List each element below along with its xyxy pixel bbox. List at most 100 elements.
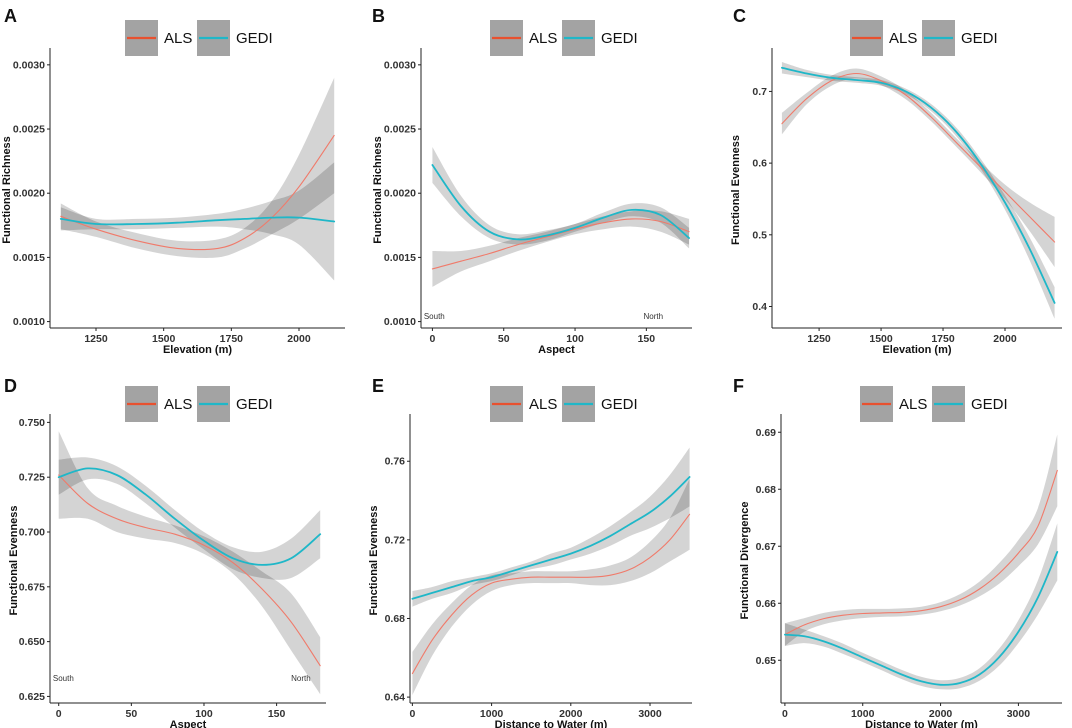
y-tick-label-b: 0.0020 (384, 188, 416, 200)
annotation-south-b: South (424, 312, 445, 321)
x-axis-title-c: Elevation (m) (882, 344, 951, 356)
x-tick-label-d: 0 (56, 708, 62, 720)
line-gedi-e (411, 476, 691, 600)
y-axis-title-e: Functional Evenness (368, 505, 380, 615)
x-tick-label-e: 0 (409, 708, 415, 720)
plot-area-a (59, 77, 336, 281)
legend-als-label: ALS (529, 396, 557, 413)
x-axis-title-b: Aspect (538, 344, 575, 356)
x-tick-label-a: 1500 (152, 333, 176, 345)
panel-letter-f: F (733, 376, 744, 396)
x-tick-label-d: 100 (195, 708, 213, 720)
x-axis-title-a: Elevation (m) (163, 344, 232, 356)
y-axis-title-d: Functional Evenness (8, 505, 20, 615)
x-tick-label-c: 2000 (993, 333, 1017, 345)
x-tick-label-a: 1750 (220, 333, 244, 345)
y-tick-label-c: 0.7 (752, 86, 767, 98)
panel-f: F 0.65 0.66 0.67 0.68 0.69 0 1000 2000 3000 Distan… (733, 376, 1062, 728)
y-tick-label-e: 0.72 (385, 534, 406, 546)
x-tick-label-f: 2000 (929, 708, 953, 720)
line-als-e (411, 513, 691, 675)
x-axis-title-d: Aspect (170, 719, 207, 728)
y-tick-label-b: 0.0010 (384, 316, 416, 328)
panel-letter-b: B (372, 6, 385, 26)
x-tick-label-d: 150 (268, 708, 286, 720)
ribbon-als-f (784, 434, 1058, 646)
y-tick-label-b: 0.0015 (384, 252, 416, 264)
y-tick-label-a: 0.0030 (13, 59, 45, 71)
panel-letter-e: E (372, 376, 384, 396)
x-axis-title-e: Distance to Water (m) (495, 719, 608, 728)
x-tick-label-c: 1250 (807, 333, 831, 345)
legend-als-label: ALS (889, 30, 917, 47)
line-als-a (60, 134, 335, 251)
line-als-f (784, 469, 1058, 636)
y-tick-label-d: 0.750 (19, 417, 45, 429)
legend-f: ALS GEDI (860, 386, 1008, 422)
ribbon-als-c (781, 68, 1055, 268)
panel-c: C 0.4 0.5 0.6 0.7 1250 1500 1750 2000 Elevation (… (730, 6, 1062, 356)
x-tick-label-c: 1500 (869, 333, 893, 345)
y-tick-label-d: 0.725 (19, 472, 45, 484)
y-tick-label-e: 0.76 (385, 456, 406, 468)
plot-area-b (431, 147, 690, 287)
x-tick-label-f: 3000 (1007, 708, 1031, 720)
legend-gedi-label: GEDI (236, 30, 273, 47)
x-tick-label-e: 2000 (559, 708, 583, 720)
y-tick-label-c: 0.5 (752, 229, 767, 241)
x-axis-title-f: Distance to Water (m) (865, 719, 978, 728)
y-tick-label-c: 0.4 (752, 301, 767, 313)
legend-als-label: ALS (529, 30, 557, 47)
ribbon-gedi-b (432, 147, 690, 249)
line-als-c (781, 72, 1056, 243)
y-tick-label-a: 0.0025 (13, 124, 45, 136)
panel-a: A 0.0010 0.0015 0.0020 0.0025 0.0030 1250 1500 1… (1, 6, 345, 356)
plot-area-f (784, 434, 1059, 690)
y-axis-title-f: Functional Divergence (739, 502, 751, 620)
y-tick-label-f: 0.65 (756, 655, 777, 667)
y-tick-label-a: 0.0020 (13, 188, 45, 200)
legend-d: ALS GEDI (125, 386, 273, 422)
legend-b: ALS GEDI (490, 20, 638, 56)
y-tick-label-d: 0.675 (19, 581, 45, 593)
y-tick-label-c: 0.6 (752, 158, 767, 170)
line-als-d (58, 474, 321, 667)
y-axis-title-a: Functional Richness (1, 136, 13, 244)
line-gedi-f (784, 551, 1059, 686)
panel-e: E 0.64 0.68 0.72 0.76 0 1000 2000 3000 Distance t… (368, 376, 692, 728)
panel-d: D 0.625 0.650 0.675 0.700 0.725 0.750 0 50 100 150… (4, 376, 326, 728)
line-gedi-a (59, 216, 336, 226)
legend-gedi-label: GEDI (971, 396, 1008, 413)
ribbon-als-a (60, 77, 335, 258)
y-axis-title-c: Functional Evenness (730, 135, 742, 245)
y-tick-label-f: 0.69 (756, 427, 777, 439)
legend-gedi-label: GEDI (961, 30, 998, 47)
legend-gedi-label: GEDI (601, 30, 638, 47)
plot-area-c (781, 62, 1056, 319)
panel-letter-c: C (733, 6, 746, 26)
y-tick-label-b: 0.0030 (384, 59, 416, 71)
y-tick-label-d: 0.700 (19, 527, 45, 539)
panel-letter-a: A (4, 6, 17, 26)
x-tick-label-e: 3000 (638, 708, 662, 720)
legend-e: ALS GEDI (490, 386, 638, 422)
line-gedi-b (431, 164, 690, 241)
y-tick-label-d: 0.650 (19, 636, 45, 648)
y-tick-label-f: 0.67 (756, 541, 777, 553)
x-tick-label-f: 0 (782, 708, 788, 720)
ribbon-als-b (432, 210, 690, 287)
x-tick-label-c: 1750 (931, 333, 955, 345)
y-tick-label-b: 0.0025 (384, 124, 416, 136)
y-tick-label-f: 0.68 (756, 484, 777, 496)
x-tick-label-b: 50 (498, 333, 510, 345)
legend-als-label: ALS (164, 30, 192, 47)
annotation-south-d: South (53, 674, 74, 683)
panel-b: B 0.0010 0.0015 0.0020 0.0025 0.0030 0 50 100 150… (372, 6, 692, 356)
x-tick-label-d: 50 (126, 708, 138, 720)
x-tick-label-b: 100 (566, 333, 584, 345)
line-gedi-c (781, 66, 1056, 304)
plot-area-d (57, 431, 322, 695)
annotation-north-b: North (644, 312, 664, 321)
legend-als-label: ALS (164, 396, 192, 413)
